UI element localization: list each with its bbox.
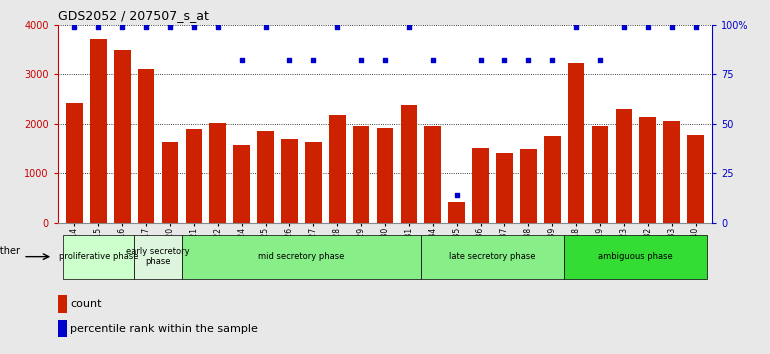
Point [665,24,678,30]
Bar [520,149,537,223]
Bar [90,39,107,223]
Point [403,24,415,30]
FancyBboxPatch shape [564,235,708,279]
Bar [353,126,370,223]
Bar [186,129,203,223]
Text: percentile rank within the sample: percentile rank within the sample [70,324,258,334]
Point [546,58,558,63]
Bar [114,50,131,223]
Point [641,24,654,30]
Point [307,58,320,63]
Bar [58,320,68,337]
Bar [639,118,656,223]
Point [188,24,200,30]
Bar [591,126,608,223]
Point [618,24,630,30]
Bar [424,126,441,223]
Bar [329,115,346,223]
Text: GDS2052 / 207507_s_at: GDS2052 / 207507_s_at [58,9,209,22]
Point [259,24,272,30]
Point [570,24,582,30]
Bar [162,142,179,223]
Bar [281,139,298,223]
FancyBboxPatch shape [182,235,421,279]
Bar [687,135,704,223]
Text: mid secretory phase: mid secretory phase [258,252,345,261]
Point [498,58,511,63]
Bar [567,63,584,223]
Text: early secretory
phase: early secretory phase [126,247,190,266]
Bar [233,145,250,223]
Point [116,24,129,30]
Text: late secretory phase: late secretory phase [449,252,536,261]
Bar [448,202,465,223]
Text: ambiguous phase: ambiguous phase [598,252,673,261]
Bar [257,131,274,223]
Bar [66,103,83,223]
Point [92,24,105,30]
Text: proliferative phase: proliferative phase [59,252,138,261]
Bar [496,153,513,223]
Point [474,58,487,63]
Bar [663,121,680,223]
Bar [472,148,489,223]
Point [522,58,534,63]
Point [140,24,152,30]
Text: count: count [70,299,102,309]
Bar [58,295,68,313]
Point [283,58,296,63]
Point [450,193,463,198]
Point [379,58,391,63]
Bar [305,142,322,223]
Point [331,24,343,30]
Point [164,24,176,30]
Point [689,24,701,30]
Text: other: other [0,246,20,256]
Point [594,58,606,63]
Bar [138,69,155,223]
Point [236,58,248,63]
Point [69,24,81,30]
Point [427,58,439,63]
Bar [615,109,632,223]
Bar [377,128,393,223]
FancyBboxPatch shape [134,235,182,279]
Point [355,58,367,63]
Bar [400,105,417,223]
FancyBboxPatch shape [62,235,134,279]
FancyBboxPatch shape [421,235,564,279]
Bar [209,123,226,223]
Bar [544,136,561,223]
Point [212,24,224,30]
